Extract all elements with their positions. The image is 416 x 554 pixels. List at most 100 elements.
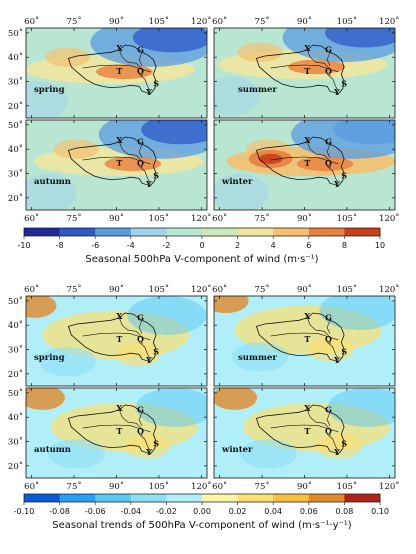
y-tick-label: 20˚ [8,100,23,112]
season-label: winter [221,445,253,455]
y-tick-label: 40˚ [8,411,23,423]
field-blob [214,296,249,314]
field-blob [231,342,289,372]
season-label: winter [221,177,253,187]
region-label-s: S [341,438,347,448]
colorbar-title: Seasonal trends of 500hPa V-component of… [52,520,352,531]
colorbar-swatch [202,228,238,236]
field-blob [214,173,269,210]
plateau-outline [67,404,157,455]
colorbar-tick-label: -0.08 [49,507,70,516]
colorbar-swatch [130,494,167,502]
region-label-g: G [325,312,332,322]
x-tick-label: 105˚ [337,283,357,295]
colorbar-swatch [95,228,132,236]
panel-field: X G T QSY [26,388,207,478]
y-tick-label: 20˚ [8,460,23,472]
region-label-y: Y [333,355,340,365]
colorbar-tick-label: 0.08 [335,507,353,516]
region-label-s: S [341,346,347,356]
colorbar-tick-label: -0.06 [85,507,106,516]
region-label-q: Q [137,66,144,76]
y-tick-label: 30˚ [8,344,23,356]
field-blob [214,76,260,116]
x-tick-label: 105˚ [337,480,357,492]
x-tick-label: 120˚ [191,283,211,295]
region-boundary [138,73,151,92]
season-label: autumn [34,445,71,455]
x-tick-label: 60˚ [24,212,39,224]
region-label-g: G [137,404,144,414]
field-blob [135,388,207,427]
field-blob [316,434,362,459]
colorbar-swatch [308,228,345,236]
season-label: summer [238,85,277,95]
region-label-y: Y [333,87,340,97]
region-boundary [307,49,331,70]
panel-field: X G T QSY [214,28,395,118]
x-tick-label: 105˚ [149,212,169,224]
y-tick-label: 50˚ [8,27,23,39]
region-label-q: Q [137,334,144,344]
colorbar-title: Seasonal 500hPa V-component of wind (m·s… [85,254,318,265]
region-boundary [270,64,339,73]
x-tick-label: 60˚ [212,212,227,224]
region-label-s: S [153,170,159,180]
field-blob [325,28,395,48]
y-tick-label: 30˚ [8,436,23,448]
field-blob [26,173,77,210]
x-tick-label: 105˚ [149,480,169,492]
x-tick-label: 90˚ [109,15,124,27]
region-label-y: Y [145,87,152,97]
x-tick-label: 90˚ [297,480,312,492]
region-boundary [326,320,331,334]
x-tick-label: 120˚ [379,15,399,27]
region-label-t: T [116,426,122,436]
region-boundary [307,409,331,430]
region-boundary [138,433,151,452]
region-boundary [138,52,143,66]
y-tick-label: 20˚ [8,192,23,204]
colorbar-tick-label: 4 [271,241,276,250]
region-label-q: Q [325,334,332,344]
colorbar-swatch [308,494,345,502]
region-boundary [138,412,143,426]
colorbar-tick-label: 6 [306,241,311,250]
x-tick-label: 90˚ [109,480,124,492]
colorbar-tick-label: 8 [342,241,347,250]
field-blob [127,296,207,335]
field-blob [53,139,99,159]
region-label-x: X [304,43,311,53]
region-label-t: T [304,66,310,76]
region-boundary [270,332,339,341]
x-tick-label: 120˚ [379,212,399,224]
panel-field: X G T QSY [26,296,207,386]
colorbar-tick-label: -0.04 [120,507,141,516]
region-label-t: T [116,334,122,344]
x-tick-label: 60˚ [212,15,227,27]
region-label-y: Y [145,355,152,365]
region-boundary [307,141,331,162]
colorbar-tick-label: 0.06 [300,507,318,516]
colorbar-swatch [166,494,203,502]
season-label: spring [34,353,65,363]
field-blob [96,64,153,80]
field-blob [288,59,345,75]
field-blob [237,42,283,62]
region-boundary [138,165,151,184]
panel-field: X G T QSY [214,296,395,386]
field-blob [26,81,68,118]
x-tick-label: 120˚ [379,283,399,295]
region-boundary [326,165,339,184]
region-boundary [326,341,339,360]
region-label-x: X [116,403,123,413]
season-label: autumn [34,177,71,187]
region-label-s: S [153,346,159,356]
colorbar-swatch [130,228,167,236]
colorbar-swatch [273,228,310,236]
region-label-s: S [153,438,159,448]
region-boundary [119,49,143,70]
region-label-s: S [341,170,347,180]
